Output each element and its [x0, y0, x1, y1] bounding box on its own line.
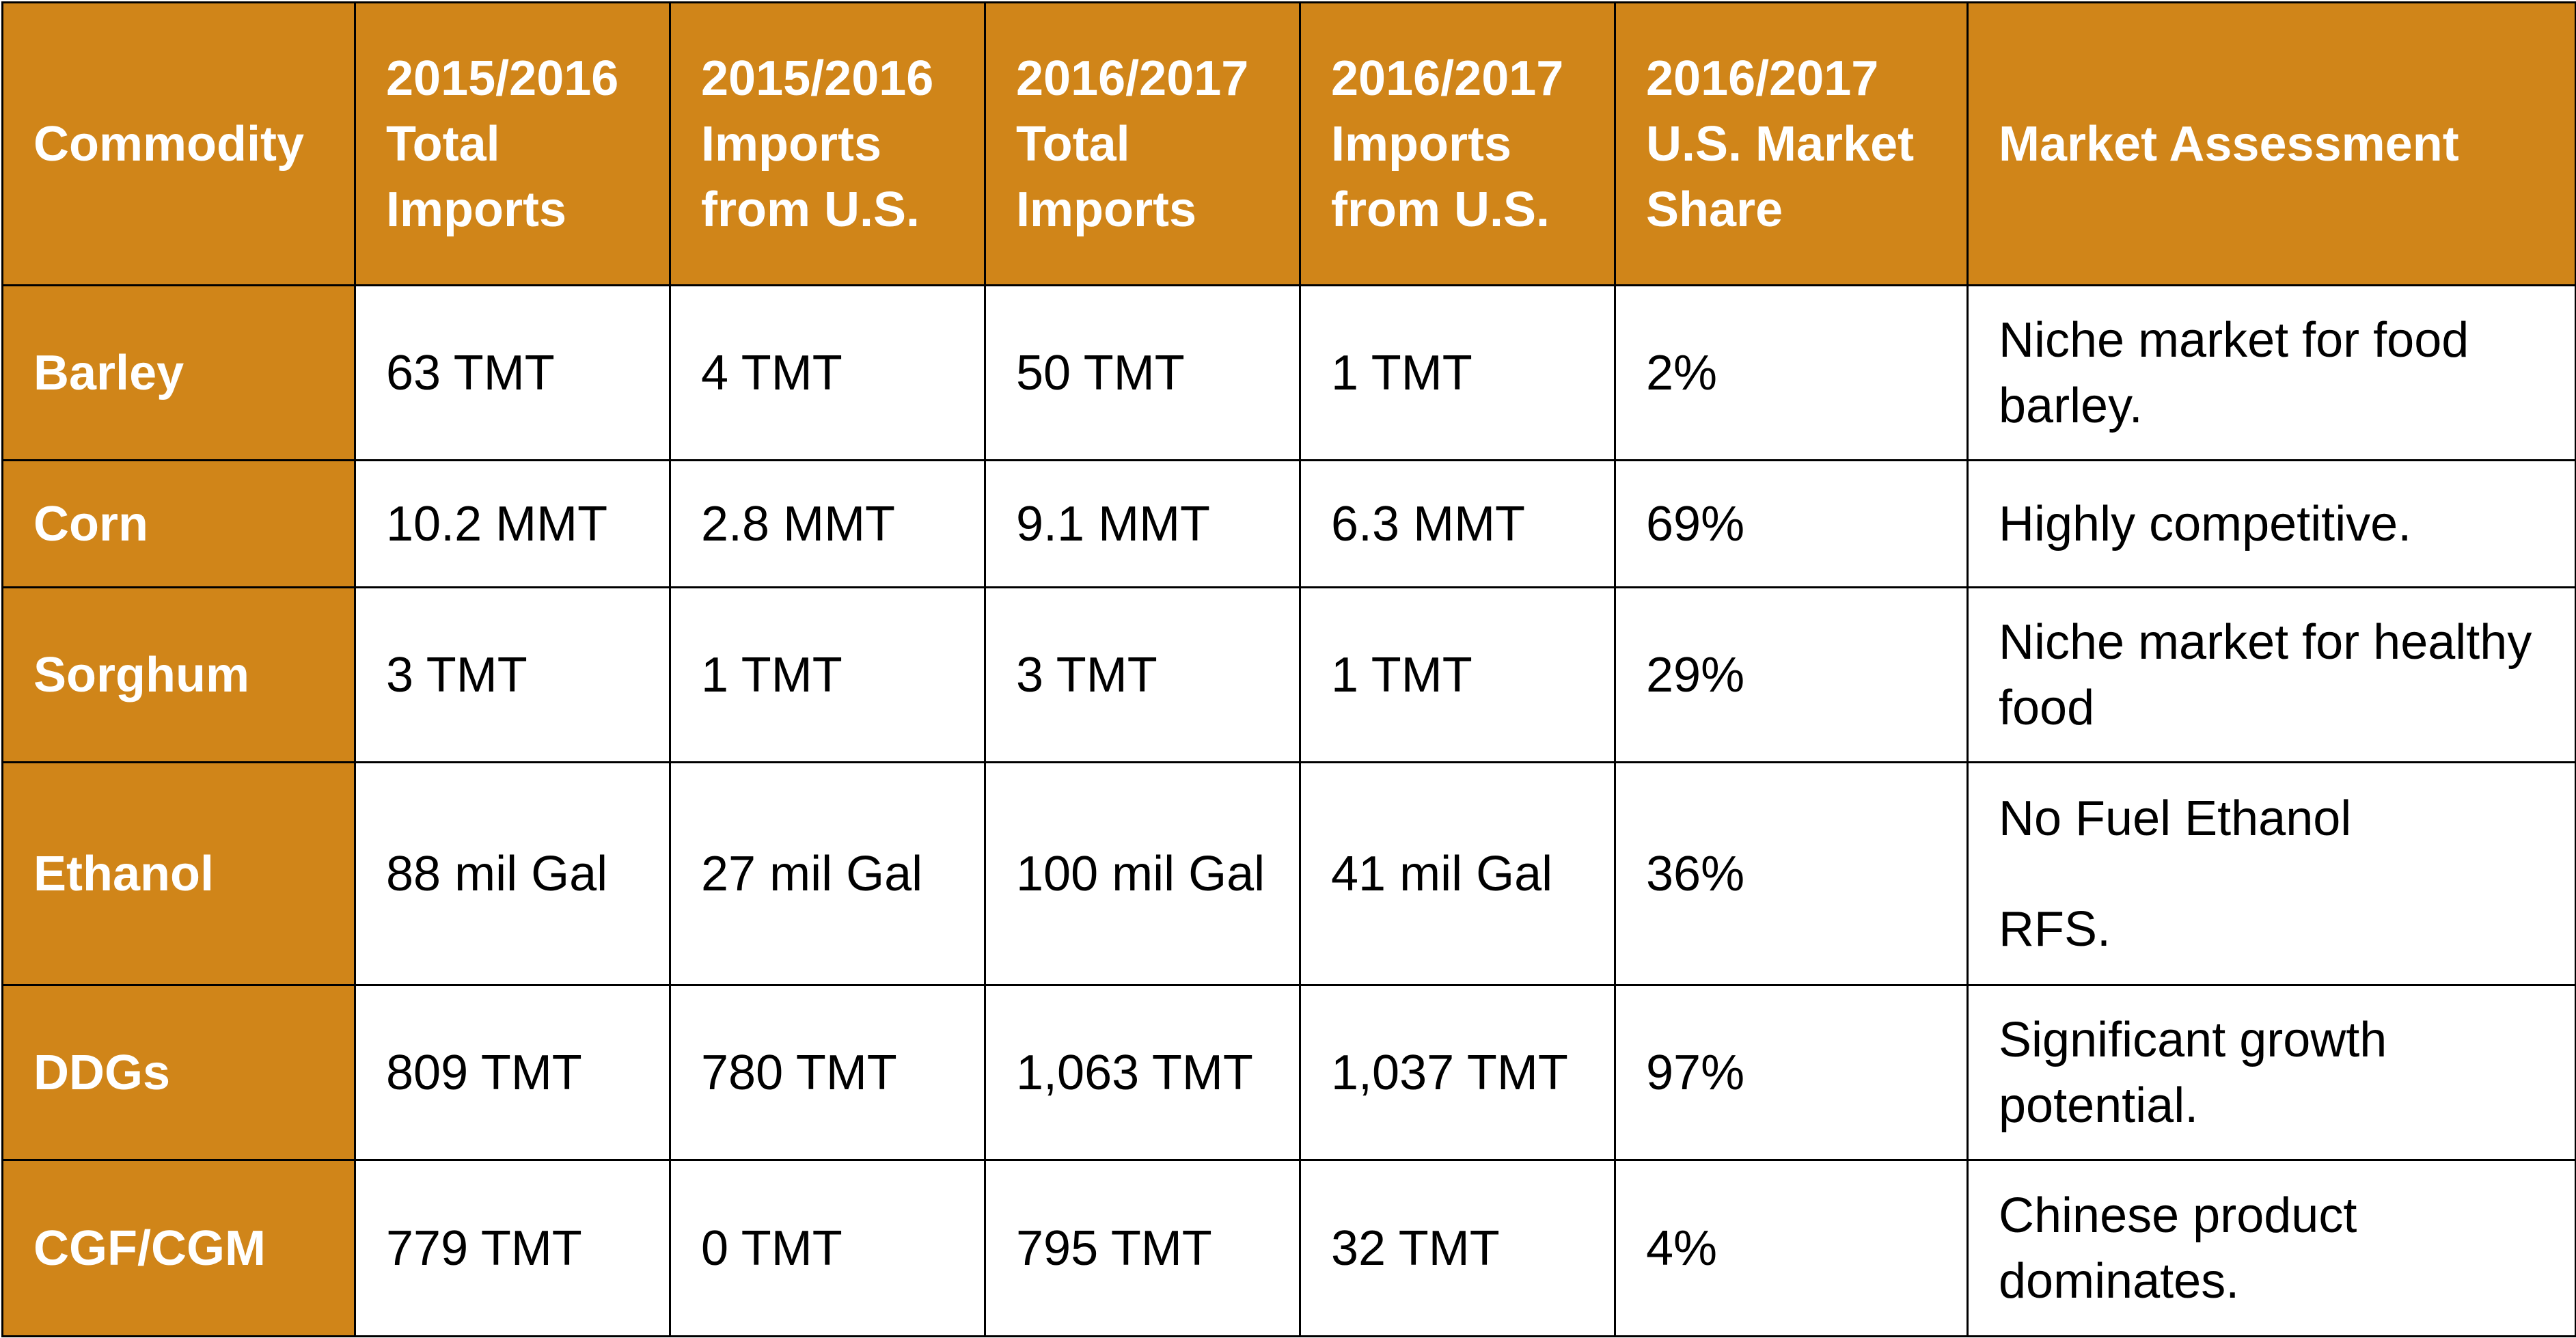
us-imports-2016-2017-cell: 6.3 MMT — [1299, 459, 1616, 588]
total-imports-2015-2016-cell: 10.2 MMT — [354, 459, 671, 588]
market-assessment-text: RFS. — [1999, 901, 2111, 957]
total-imports-2016-2017-cell: 50 TMT — [984, 284, 1301, 461]
market-assessment-text: Niche market for healthy food — [1999, 614, 2532, 735]
header-us-imports-2016-2017: 2016/2017 Imports from U.S. — [1299, 1, 1616, 286]
us-market-share-cell: 97% — [1614, 984, 1969, 1161]
us-imports-2016-2017-cell: 1 TMT — [1299, 586, 1616, 763]
market-assessment-text: No Fuel Ethanol — [1999, 791, 2352, 846]
total-imports-2016-2017-cell: 795 TMT — [984, 1159, 1301, 1337]
us-imports-2016-2017-cell: 1,037 TMT — [1299, 984, 1616, 1161]
total-imports-2015-2016-cell: 88 mil Gal — [354, 761, 671, 986]
us-imports-2015-2016-cell: 27 mil Gal — [669, 761, 986, 986]
commodity-cell: Corn — [1, 459, 356, 588]
market-assessment-text: Highly competitive. — [1999, 496, 2412, 551]
market-assessment-cell: No Fuel Ethanol RFS. — [1967, 761, 2576, 986]
us-imports-2015-2016-cell: 2.8 MMT — [669, 459, 986, 588]
total-imports-2016-2017-cell: 1,063 TMT — [984, 984, 1301, 1161]
us-imports-2016-2017-cell: 41 mil Gal — [1299, 761, 1616, 986]
market-assessment-cell: Chinese product dominates. — [1967, 1159, 2576, 1337]
us-imports-2015-2016-cell: 1 TMT — [669, 586, 986, 763]
table-row: Ethanol 88 mil Gal 27 mil Gal 100 mil Ga… — [1, 761, 2576, 986]
table-row: DDGs 809 TMT 780 TMT 1,063 TMT 1,037 TMT… — [1, 984, 2576, 1161]
us-imports-2016-2017-cell: 1 TMT — [1299, 284, 1616, 461]
total-imports-2016-2017-cell: 9.1 MMT — [984, 459, 1301, 588]
total-imports-2015-2016-cell: 779 TMT — [354, 1159, 671, 1337]
header-total-imports-2015-2016: 2015/2016 Total Imports — [354, 1, 671, 286]
us-imports-2016-2017-cell: 32 TMT — [1299, 1159, 1616, 1337]
us-market-share-cell: 29% — [1614, 586, 1969, 763]
us-market-share-cell: 36% — [1614, 761, 1969, 986]
us-imports-2015-2016-cell: 4 TMT — [669, 284, 986, 461]
commodity-cell: DDGs — [1, 984, 356, 1161]
us-imports-2015-2016-cell: 780 TMT — [669, 984, 986, 1161]
market-assessment-text: Significant growth potential. — [1999, 1012, 2387, 1133]
header-us-imports-2015-2016: 2015/2016 Imports from U.S. — [669, 1, 986, 286]
market-assessment-text: Niche market for food barley. — [1999, 312, 2469, 433]
total-imports-2015-2016-cell: 809 TMT — [354, 984, 671, 1161]
table-row: CGF/CGM 779 TMT 0 TMT 795 TMT 32 TMT 4% … — [1, 1159, 2576, 1337]
market-assessment-cell: Niche market for healthy food — [1967, 586, 2576, 763]
market-assessment-cell: Significant growth potential. — [1967, 984, 2576, 1161]
us-market-share-cell: 2% — [1614, 284, 1969, 461]
commodity-cell: Barley — [1, 284, 356, 461]
header-total-imports-2016-2017: 2016/2017 Total Imports — [984, 1, 1301, 286]
header-market-assessment: Market Assessment — [1967, 1, 2576, 286]
table-row: Corn 10.2 MMT 2.8 MMT 9.1 MMT 6.3 MMT 69… — [1, 459, 2576, 588]
us-imports-2015-2016-cell: 0 TMT — [669, 1159, 986, 1337]
header-us-market-share-2016-2017: 2016/2017 U.S. Market Share — [1614, 1, 1969, 286]
commodity-cell: CGF/CGM — [1, 1159, 356, 1337]
table-row: Barley 63 TMT 4 TMT 50 TMT 1 TMT 2% Nich… — [1, 284, 2576, 461]
total-imports-2016-2017-cell: 100 mil Gal — [984, 761, 1301, 986]
us-market-share-cell: 4% — [1614, 1159, 1969, 1337]
assessment-spacer — [1999, 851, 2574, 897]
header-row: Commodity 2015/2016 Total Imports 2015/2… — [1, 1, 2576, 286]
total-imports-2016-2017-cell: 3 TMT — [984, 586, 1301, 763]
market-assessment-text: Chinese product dominates. — [1999, 1188, 2357, 1309]
us-market-share-cell: 69% — [1614, 459, 1969, 588]
total-imports-2015-2016-cell: 3 TMT — [354, 586, 671, 763]
market-assessment-cell: Highly competitive. — [1967, 459, 2576, 588]
commodity-cell: Ethanol — [1, 761, 356, 986]
header-commodity: Commodity — [1, 1, 356, 286]
table-row: Sorghum 3 TMT 1 TMT 3 TMT 1 TMT 29% Nich… — [1, 586, 2576, 763]
market-assessment-cell: Niche market for food barley. — [1967, 284, 2576, 461]
commodity-cell: Sorghum — [1, 586, 356, 763]
total-imports-2015-2016-cell: 63 TMT — [354, 284, 671, 461]
